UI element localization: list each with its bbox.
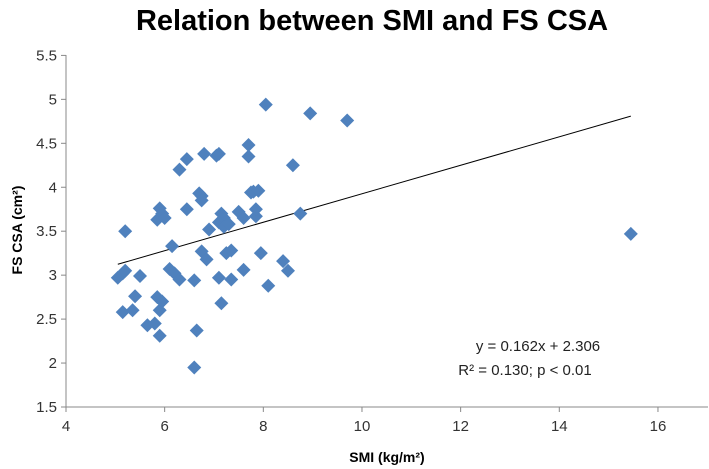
data-point bbox=[224, 272, 239, 287]
data-point bbox=[253, 246, 268, 261]
data-point bbox=[152, 328, 167, 343]
data-point bbox=[147, 316, 162, 331]
data-point bbox=[285, 158, 300, 173]
chart-title: Relation between SMI and FS CSA bbox=[136, 5, 608, 37]
data-point bbox=[623, 226, 638, 241]
data-point bbox=[199, 252, 214, 267]
data-point bbox=[251, 183, 266, 198]
y-tick-label: 4 bbox=[49, 179, 57, 196]
x-tick-label: 12 bbox=[452, 418, 469, 435]
data-point bbox=[202, 222, 217, 237]
data-point bbox=[248, 202, 263, 217]
y-axis-label: FS CSA (cm²) bbox=[9, 186, 25, 275]
data-point bbox=[248, 209, 263, 224]
data-point bbox=[211, 270, 226, 285]
data-point bbox=[303, 106, 318, 121]
y-tick-label: 3 bbox=[49, 267, 57, 284]
r-squared-label: R² = 0.130; p < 0.01 bbox=[458, 362, 591, 379]
data-point bbox=[179, 202, 194, 217]
y-tick-label: 1.5 bbox=[36, 399, 57, 416]
data-point bbox=[241, 138, 256, 153]
data-point bbox=[132, 269, 147, 284]
data-point bbox=[236, 211, 251, 226]
x-tick-label: 16 bbox=[650, 418, 667, 435]
data-point bbox=[258, 97, 273, 112]
data-point bbox=[157, 211, 172, 226]
data-point bbox=[280, 263, 295, 278]
y-tick-label: 2.5 bbox=[36, 311, 57, 328]
data-point bbox=[172, 162, 187, 177]
x-tick-label: 10 bbox=[354, 418, 371, 435]
data-point bbox=[241, 149, 256, 164]
data-point bbox=[187, 273, 202, 288]
data-point bbox=[261, 278, 276, 293]
data-point bbox=[197, 146, 212, 161]
data-point bbox=[211, 146, 226, 161]
x-tick-label: 8 bbox=[259, 418, 267, 435]
data-point bbox=[236, 262, 251, 277]
y-tick-label: 4.5 bbox=[36, 135, 57, 152]
data-point bbox=[125, 303, 140, 318]
data-point bbox=[172, 272, 187, 287]
data-point bbox=[118, 263, 133, 278]
x-tick-label: 6 bbox=[160, 418, 168, 435]
x-tick-label: 4 bbox=[62, 418, 70, 435]
data-point bbox=[115, 305, 130, 320]
y-tick-label: 3.5 bbox=[36, 223, 57, 240]
data-point bbox=[187, 360, 202, 375]
data-point bbox=[194, 193, 209, 208]
x-axis-label: SMI (kg/m²) bbox=[349, 449, 424, 465]
data-point bbox=[118, 224, 133, 239]
data-point bbox=[165, 239, 180, 254]
data-point bbox=[221, 217, 236, 232]
data-point bbox=[128, 289, 143, 304]
y-tick-label: 5 bbox=[49, 91, 57, 108]
data-point bbox=[224, 243, 239, 258]
data-point bbox=[293, 206, 308, 221]
y-tick-label: 2 bbox=[49, 355, 57, 372]
data-point bbox=[276, 254, 291, 269]
x-tick-label: 14 bbox=[551, 418, 568, 435]
y-tick-label: 5.5 bbox=[36, 47, 57, 64]
trendline bbox=[117, 115, 631, 265]
data-point bbox=[155, 294, 170, 309]
data-point bbox=[340, 113, 355, 128]
data-point bbox=[214, 296, 229, 311]
data-point bbox=[179, 152, 194, 167]
data-point bbox=[189, 323, 204, 338]
equation-label: y = 0.162x + 2.306 bbox=[476, 338, 600, 355]
